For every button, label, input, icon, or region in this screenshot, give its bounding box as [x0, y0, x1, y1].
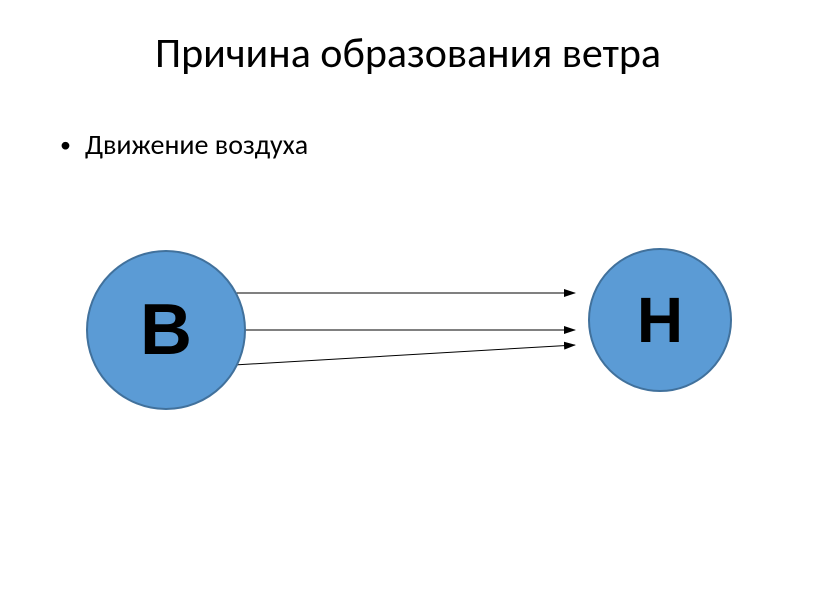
bullet-item: • Движение воздуха — [0, 127, 816, 162]
node-B: В — [86, 250, 246, 410]
wind-diagram: ВН — [0, 0, 816, 613]
node-H: Н — [588, 248, 732, 392]
bullet-text: Движение воздуха — [85, 127, 308, 162]
bullet-marker: • — [60, 131, 71, 158]
arrow-3 — [200, 345, 575, 367]
arrows-svg — [0, 0, 816, 613]
page-title: Причина образования ветра — [0, 0, 816, 79]
